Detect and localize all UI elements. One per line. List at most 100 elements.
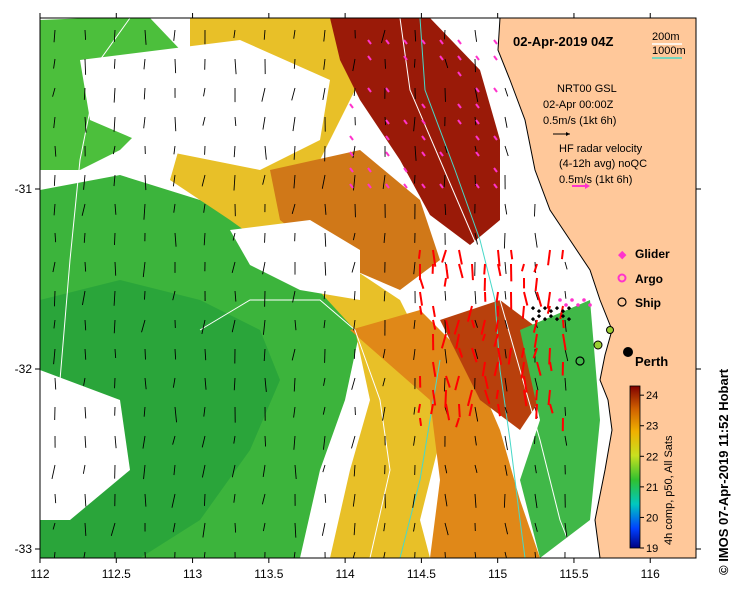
current-vector (264, 377, 267, 392)
current-vector (174, 232, 177, 247)
current-vector (84, 522, 87, 536)
current-vector (504, 377, 508, 392)
hf-radar-vector (417, 249, 421, 259)
colorbar (629, 385, 641, 549)
place-label-perth: Perth (635, 354, 668, 369)
hf-radar-vector (494, 319, 499, 333)
hf-radar-vector-north (349, 135, 354, 141)
glider-position (560, 309, 566, 314)
current-vector (293, 58, 296, 69)
current-vector (474, 551, 477, 558)
current-vector (564, 522, 568, 538)
current-vector (474, 319, 478, 328)
hf-radar-vector-north (367, 55, 372, 61)
legend-ship-symbol (617, 297, 627, 307)
gsl-title: NRT00 GSL (557, 83, 617, 95)
current-vector (172, 435, 176, 445)
hf-radar-vector-north (493, 55, 498, 61)
current-vector (143, 87, 146, 100)
current-vector (414, 29, 417, 42)
hf-radar-vector (419, 417, 423, 427)
current-vector (414, 145, 417, 161)
cloud-gap-3 (480, 240, 600, 300)
current-vector (143, 203, 146, 220)
current-vector (474, 348, 479, 359)
glider-track-point (588, 303, 592, 307)
current-vector (84, 116, 87, 133)
current-vector (114, 435, 117, 449)
current-vector (233, 145, 236, 158)
current-vector (81, 290, 86, 306)
current-vector (503, 232, 506, 249)
hf-radar-vector (562, 333, 567, 351)
glider-position (542, 306, 548, 311)
current-vector (201, 435, 206, 448)
hf-radar-vector (532, 319, 538, 333)
hf-radar-vector (417, 403, 421, 414)
current-vector (142, 435, 146, 449)
hf-radar-vector-north (475, 151, 480, 157)
current-vector (414, 174, 416, 184)
isobath-200m-west (59, 18, 131, 381)
hf-radar-vector-north (385, 119, 390, 125)
argo-marker-2 (606, 326, 614, 334)
current-vector (234, 58, 237, 75)
current-vector (504, 203, 508, 215)
hf-radar-vector (549, 361, 553, 372)
hf-radar-vector (493, 361, 499, 377)
hf-radar-vector (471, 263, 474, 281)
hf-radar-vector (466, 305, 473, 322)
current-vector (172, 174, 176, 187)
current-vector (53, 29, 56, 43)
current-vector (474, 232, 478, 245)
current-vector (322, 464, 326, 473)
current-vector (353, 348, 356, 359)
current-vector (444, 493, 448, 507)
current-vector (353, 464, 356, 477)
hf-radar-vector (432, 305, 436, 318)
hf-radar-vector (546, 305, 551, 314)
hf-radar-vector (458, 249, 463, 265)
hf-title: HF radar velocity (559, 143, 643, 155)
current-vector (233, 377, 236, 391)
current-vector (534, 377, 539, 391)
current-vector (144, 174, 147, 191)
current-vector (203, 551, 206, 558)
current-vector (174, 406, 177, 423)
hf-radar-vector (493, 333, 499, 347)
current-vector (113, 58, 116, 69)
current-vector (53, 203, 56, 216)
current-vector (564, 435, 568, 446)
current-vector (202, 116, 206, 126)
current-vector (231, 261, 236, 273)
hf-radar-vector-north (439, 55, 444, 61)
current-vector (413, 406, 416, 415)
hf-radar-vector (536, 291, 543, 307)
current-vector (201, 464, 206, 478)
current-vector (443, 29, 446, 40)
hf-radar-vector (523, 291, 529, 306)
current-vector (231, 319, 236, 333)
current-vector (443, 174, 446, 188)
hf-radar-vector-north (403, 183, 408, 189)
current-vector (232, 232, 236, 241)
current-vector (174, 58, 177, 74)
current-vector (413, 116, 416, 132)
glider-position (560, 314, 566, 319)
current-vector (234, 522, 237, 533)
current-vector (143, 406, 146, 417)
x-tick-label: 113.5 (254, 567, 283, 581)
x-tick-label: 115.5 (559, 567, 588, 581)
hf-radar-vector (432, 249, 437, 267)
current-vector (201, 319, 206, 335)
hf-radar-vector-north (493, 135, 498, 141)
hf-radar-vector (484, 389, 491, 405)
hf-radar-vector-north (457, 71, 462, 77)
gsl-time: 02-Apr 00:00Z (543, 99, 614, 111)
current-vector (53, 348, 56, 365)
current-vector (382, 174, 386, 189)
current-vector (534, 551, 537, 558)
hf-radar-vector-north (403, 167, 408, 173)
hf-radar-vector (548, 347, 551, 365)
current-vector (173, 29, 176, 41)
